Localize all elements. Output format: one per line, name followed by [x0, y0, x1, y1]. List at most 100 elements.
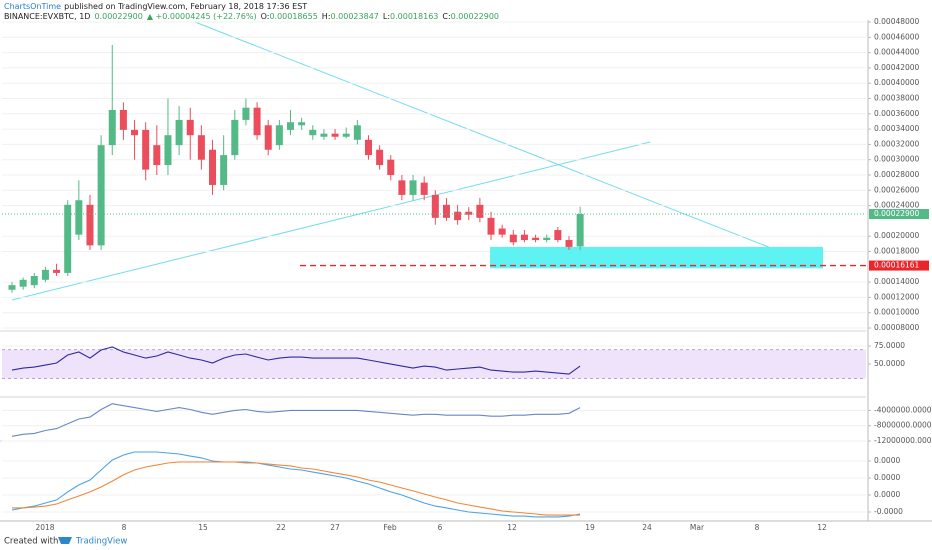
candle-body: [431, 194, 439, 218]
candle-body: [364, 139, 372, 156]
zone-box: [490, 246, 823, 269]
ohlc-value: 0.00022900: [451, 12, 499, 21]
y-tick-label: -12000000.0000: [874, 436, 932, 445]
y-tick-label: 0.00014000: [874, 277, 920, 286]
y-tick-label: 0.00032000: [874, 139, 920, 148]
y-tick-label: 0.00034000: [874, 124, 920, 133]
x-tick-label: 8: [755, 523, 760, 532]
last-price: 0.00022900: [94, 12, 142, 21]
candle-body: [253, 107, 261, 136]
candle-body: [476, 204, 484, 218]
x-tick-label: 15: [198, 523, 208, 532]
candle-body: [264, 125, 272, 150]
candle-body: [543, 237, 551, 241]
y-tick-label: 0.00038000: [874, 94, 920, 103]
symbol-line: BINANCE:EVXBTC, 1D 0.00022900 ▲ +0.0000424…: [4, 12, 499, 21]
x-tick-label: 2018: [35, 523, 54, 532]
indicator-line: [11, 451, 581, 518]
candle-body: [86, 204, 94, 246]
candle-body: [576, 214, 584, 247]
ohlc-label: H:: [322, 12, 331, 21]
candle-body: [487, 217, 495, 235]
x-tick-label: 6: [438, 523, 443, 532]
ohlc-label: O:: [261, 12, 270, 21]
y-tick-label: 0.0000: [874, 456, 900, 465]
candle-body: [220, 155, 228, 185]
x-tick-label: 12: [507, 523, 517, 532]
y-tick-label: 0.00044000: [874, 48, 920, 57]
published: published on TradingView.com, February 1…: [64, 2, 307, 11]
y-tick-label: -8000000.0000: [874, 421, 932, 430]
candle-body: [8, 285, 16, 290]
candle-body: [342, 133, 350, 137]
publish-line: ChartsOnTime published on TradingView.com…: [4, 2, 307, 11]
candle-body: [53, 269, 61, 273]
y-tick-label: 75.0000: [874, 341, 905, 350]
candle-body: [353, 125, 361, 140]
candle-body: [498, 228, 506, 235]
candle-body: [209, 149, 217, 185]
ohlc-value: 0.00023847: [331, 12, 379, 21]
candle-body: [119, 109, 127, 130]
author[interactable]: ChartsOnTime: [4, 2, 61, 11]
candle-body: [298, 122, 306, 126]
footer-created: Created with: [4, 537, 58, 547]
trendline: [194, 21, 823, 269]
candle-body: [287, 122, 294, 130]
trendline: [11, 141, 651, 301]
y-tick-label: 0.00040000: [874, 78, 920, 87]
candle-body: [242, 107, 250, 120]
x-tick-label: 27: [330, 523, 340, 532]
price-label-box: [869, 209, 929, 220]
symbol: BINANCE:EVXBTC, 1D: [4, 12, 90, 21]
candle-body: [309, 129, 317, 136]
ohlc-value: 0.00018655: [269, 12, 317, 21]
candle-body: [509, 234, 517, 243]
x-tick-label: 19: [585, 523, 595, 532]
y-tick-label: -0.0000: [874, 507, 903, 516]
candle-body: [331, 133, 339, 137]
y-tick-label: 0.00048000: [874, 17, 920, 26]
y-tick-label: 0.00018000: [874, 247, 920, 256]
candle-body: [409, 180, 417, 195]
candle-body: [320, 133, 328, 137]
candle-body: [131, 129, 139, 136]
y-tick-label: 0.00028000: [874, 170, 920, 179]
candle-body: [197, 135, 205, 160]
candle-body: [64, 204, 72, 273]
candle-body: [41, 269, 49, 280]
price-label: 0.00022900: [874, 209, 920, 218]
ohlc-value: 0.00018163: [390, 12, 438, 21]
candle-body: [19, 279, 27, 287]
candle-body: [532, 237, 540, 241]
candle-body: [376, 149, 384, 166]
y-tick-label: 0.00026000: [874, 185, 920, 194]
price-label-box: [869, 260, 929, 271]
y-tick-label: 0.00046000: [874, 32, 920, 41]
y-tick-label: 0.00024000: [874, 201, 920, 210]
ohlc-label: C:: [442, 12, 450, 21]
candle-body: [420, 182, 428, 195]
change: ▲ +0.00004245 (+22.76%): [147, 12, 257, 21]
y-tick-label: 50.0000: [874, 359, 905, 368]
candle-body: [275, 125, 283, 146]
x-tick-label: 24: [642, 523, 652, 532]
candle-body: [465, 211, 473, 215]
candle-body: [231, 119, 239, 156]
y-tick-label: 0.00020000: [874, 231, 920, 240]
indicator-line: [12, 461, 581, 516]
candle-body: [387, 159, 395, 175]
y-tick-label: 0.00042000: [874, 63, 920, 72]
candle-body: [186, 119, 194, 136]
x-tick-label: 12: [817, 523, 827, 532]
footer-brand[interactable]: TradingView: [75, 537, 127, 547]
x-tick-label: Feb: [383, 523, 397, 532]
logo: [58, 537, 72, 544]
y-tick-label: 0.0000: [874, 490, 900, 499]
y-tick-label: 0.00010000: [874, 308, 920, 317]
y-tick-label: -4000000.0000: [874, 405, 932, 414]
y-tick-label: 0.00008000: [874, 323, 920, 332]
candle-body: [398, 180, 406, 195]
x-tick-label: 8: [122, 523, 127, 532]
